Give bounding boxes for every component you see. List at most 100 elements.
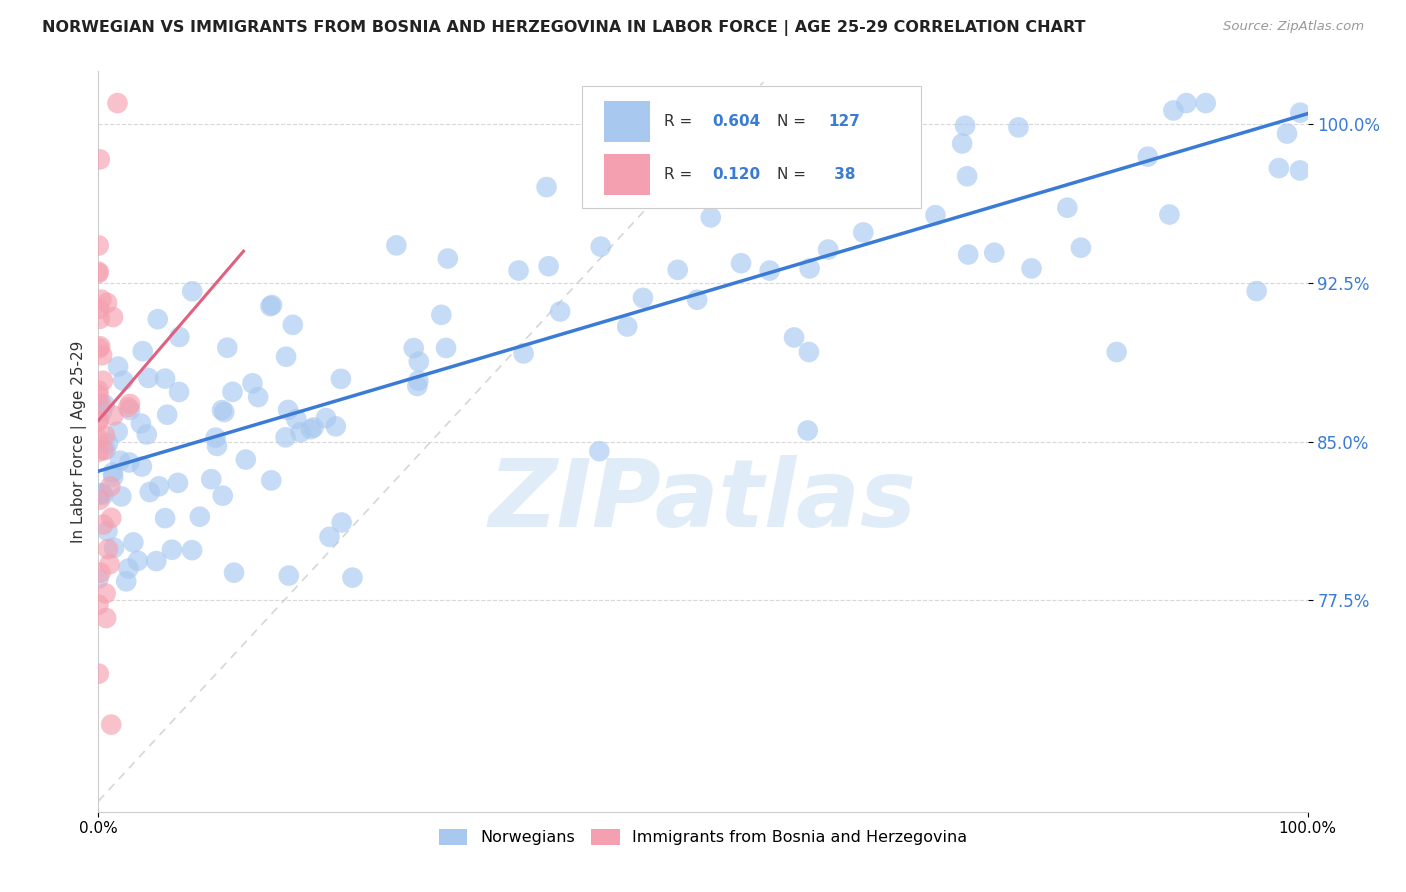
Point	[127, 554, 149, 568]
Point	[100, 717, 122, 731]
Point	[160, 542, 183, 557]
Point	[1275, 127, 1298, 141]
Point	[89, 301, 111, 316]
Point	[146, 312, 169, 326]
Point	[96, 296, 118, 310]
Point	[956, 169, 979, 184]
Text: 0.120: 0.120	[713, 167, 761, 182]
Point	[702, 170, 724, 185]
Point	[188, 509, 211, 524]
Point	[302, 420, 325, 434]
Point	[242, 376, 264, 391]
Point	[852, 226, 875, 240]
Point	[87, 445, 110, 459]
Point	[797, 345, 820, 359]
Point	[259, 299, 281, 313]
Point	[153, 511, 176, 525]
FancyBboxPatch shape	[582, 87, 921, 209]
Point	[205, 439, 228, 453]
Point	[508, 263, 530, 277]
Point	[315, 411, 337, 425]
Point	[118, 403, 141, 417]
Point	[98, 557, 121, 571]
Point	[214, 405, 236, 419]
Point	[434, 341, 457, 355]
Point	[87, 388, 110, 402]
Point	[181, 285, 204, 299]
Point	[89, 492, 111, 507]
Point	[983, 245, 1005, 260]
Point	[1268, 161, 1291, 175]
Point	[796, 424, 818, 438]
Bar	[603, 101, 650, 142]
Point	[957, 247, 980, 261]
Y-axis label: In Labor Force | Age 25-29: In Labor Force | Age 25-29	[72, 341, 87, 542]
Point	[112, 374, 135, 388]
Point	[145, 554, 167, 568]
Text: ZIPatlas: ZIPatlas	[489, 455, 917, 547]
Point	[274, 430, 297, 444]
Point	[93, 488, 115, 502]
Point	[103, 409, 125, 423]
Point	[783, 330, 806, 344]
Point	[342, 571, 364, 585]
Point	[299, 422, 322, 436]
Point	[131, 459, 153, 474]
Point	[1056, 201, 1078, 215]
Point	[93, 397, 115, 411]
Point	[247, 390, 270, 404]
Point	[89, 566, 111, 580]
Point	[101, 466, 124, 480]
Point	[101, 310, 124, 324]
Point	[666, 262, 689, 277]
Point	[87, 572, 110, 586]
Point	[94, 428, 117, 442]
Point	[87, 488, 110, 502]
Point	[89, 153, 111, 167]
Point	[107, 359, 129, 374]
Point	[536, 180, 558, 194]
Point	[385, 238, 408, 252]
Point	[924, 208, 946, 222]
Point	[122, 535, 145, 549]
Point	[169, 330, 191, 344]
Point	[94, 586, 117, 600]
Point	[135, 427, 157, 442]
Point	[1246, 284, 1268, 298]
Point	[281, 318, 304, 332]
Text: R =: R =	[664, 114, 697, 128]
Point	[813, 186, 835, 201]
Point	[1289, 163, 1312, 178]
Point	[817, 243, 839, 257]
Point	[884, 96, 907, 111]
Point	[117, 401, 139, 415]
Point	[325, 419, 347, 434]
Point	[87, 265, 110, 279]
Point	[758, 263, 780, 277]
Point	[167, 384, 190, 399]
Point	[148, 479, 170, 493]
Point	[1159, 208, 1181, 222]
Point	[408, 354, 430, 368]
Point	[686, 293, 709, 307]
Point	[107, 425, 129, 439]
Point	[107, 96, 129, 111]
Point	[89, 398, 111, 412]
Point	[329, 372, 352, 386]
Point	[512, 346, 534, 360]
Point	[90, 405, 112, 419]
Point	[537, 259, 560, 273]
Point	[94, 442, 117, 457]
Point	[89, 341, 111, 355]
Point	[87, 238, 110, 252]
Point	[700, 211, 723, 225]
Text: 0.604: 0.604	[713, 114, 761, 128]
Point	[90, 397, 112, 411]
Point	[97, 436, 120, 450]
Point	[118, 455, 141, 469]
Point	[260, 474, 283, 488]
Point	[402, 341, 425, 355]
Point	[103, 470, 125, 484]
Point	[89, 311, 111, 326]
Point	[87, 266, 110, 280]
